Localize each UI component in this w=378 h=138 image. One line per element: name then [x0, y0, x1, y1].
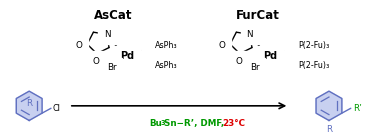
- Text: N: N: [246, 30, 253, 39]
- Text: R: R: [26, 99, 32, 108]
- Polygon shape: [116, 58, 124, 65]
- Text: AsPh₃: AsPh₃: [155, 41, 178, 50]
- Text: Cl: Cl: [53, 104, 61, 113]
- Polygon shape: [130, 57, 140, 64]
- Text: AsPh₃: AsPh₃: [155, 61, 178, 70]
- Text: FurCat: FurCat: [235, 9, 279, 22]
- Text: P(2-Fu)₃: P(2-Fu)₃: [298, 61, 330, 70]
- Text: O: O: [92, 57, 99, 66]
- Text: Bu: Bu: [149, 119, 162, 128]
- Text: O: O: [235, 57, 242, 66]
- Text: 3: 3: [160, 120, 165, 126]
- Text: Pd: Pd: [263, 51, 277, 61]
- Text: R: R: [326, 125, 332, 134]
- Text: 23°C: 23°C: [222, 119, 245, 128]
- Text: R’: R’: [353, 104, 362, 113]
- Polygon shape: [273, 57, 283, 64]
- Text: Br: Br: [250, 63, 259, 72]
- Text: N: N: [104, 30, 110, 39]
- Text: O: O: [76, 41, 83, 50]
- Polygon shape: [316, 91, 342, 120]
- Text: AsCat: AsCat: [94, 9, 133, 22]
- Text: P(2-Fu)₃: P(2-Fu)₃: [298, 41, 330, 50]
- Text: Br: Br: [107, 63, 116, 72]
- Text: O: O: [219, 41, 226, 50]
- Polygon shape: [260, 58, 267, 65]
- Polygon shape: [16, 91, 42, 120]
- Text: Pd: Pd: [121, 51, 135, 61]
- Text: Sn−R’, DMF,: Sn−R’, DMF,: [164, 119, 226, 128]
